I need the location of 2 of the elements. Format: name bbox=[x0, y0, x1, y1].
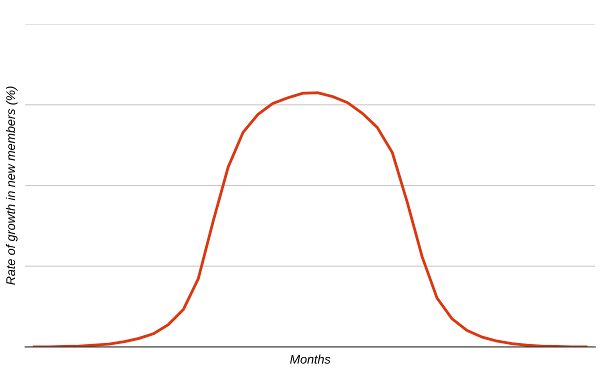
y-axis-title: Rate of growth in new members (%) bbox=[6, 86, 18, 285]
x-axis-title: Months bbox=[290, 354, 330, 364]
